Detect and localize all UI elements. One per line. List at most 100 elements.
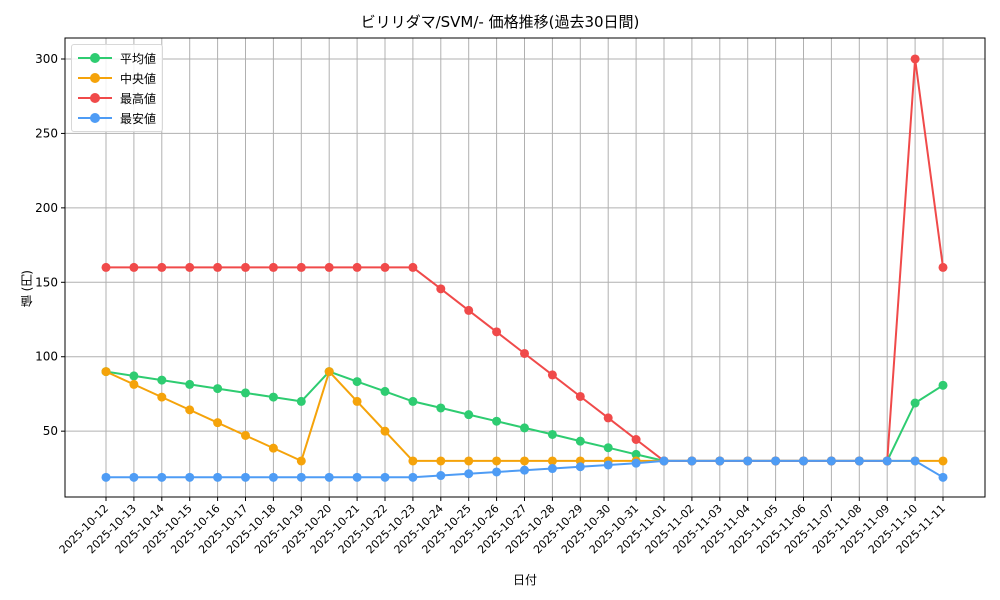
data-point [826,456,836,466]
data-point [910,54,920,64]
data-point [157,472,167,482]
data-point [938,472,948,482]
data-point [547,429,557,439]
data-point [408,472,418,482]
data-point [715,456,725,466]
data-point [910,398,920,408]
data-point [659,456,669,466]
data-point [631,435,641,445]
data-point [129,472,139,482]
data-point [241,472,250,482]
legend-marker-icon [78,88,112,108]
data-point [520,423,529,433]
data-point [296,396,306,406]
data-point [520,465,529,475]
data-point [129,262,139,272]
y-axis-ticks: 50 100 150 200 250 300 [35,52,65,438]
data-point [436,284,446,294]
y-tick-label: 300 [35,52,58,66]
data-point [157,375,167,385]
data-point [603,460,613,470]
data-point [268,392,278,402]
data-point [324,472,334,482]
data-point [129,379,139,389]
data-point [436,471,446,481]
data-point [520,456,529,466]
data-point [938,380,948,390]
legend-item-min: 最安値 [72,108,162,128]
data-point [743,456,753,466]
data-point [492,467,502,477]
data-point [575,391,585,401]
data-point [324,367,334,377]
data-point [547,464,557,474]
data-point [882,456,892,466]
data-point [268,443,278,453]
data-point [492,456,502,466]
data-point [464,305,474,315]
legend-item-mean: 平均値 [72,48,162,68]
data-point [352,472,362,482]
data-point [380,472,390,482]
legend-item-median: 中央値 [72,68,162,88]
y-tick-label: 50 [43,424,58,438]
data-point [687,456,697,466]
data-point [436,403,446,413]
data-point [129,371,139,381]
data-point [436,456,446,466]
data-point [492,416,502,426]
data-point [380,386,390,396]
chart-title: ビリリダマ/SVM/- 価格推移(過去30日間) [360,13,640,31]
y-tick-label: 250 [35,126,58,140]
data-point [268,262,278,272]
legend-marker-icon [78,108,112,128]
data-point [854,456,864,466]
data-point [938,456,948,466]
data-point [575,436,585,446]
data-point [185,262,195,272]
x-axis-ticks: 2025-10-122025-10-132025-10-142025-10-15… [57,497,948,556]
data-point [603,443,613,453]
data-point [101,262,111,272]
data-point [268,472,278,482]
data-point [213,418,223,428]
data-point [241,430,250,440]
data-point [101,472,111,482]
data-point [464,469,474,479]
legend-label: 中央値 [120,71,157,86]
data-point [185,379,195,389]
y-tick-label: 200 [35,201,58,215]
data-point [324,262,334,272]
legend-label: 平均値 [120,51,157,66]
data-point [408,456,418,466]
data-point [464,410,474,420]
data-point [296,472,306,482]
data-point [101,367,111,377]
legend: 平均値 中央値 最高値 最安値 [71,44,163,132]
data-point [408,396,418,406]
data-point [352,396,362,406]
legend-marker-icon [78,68,112,88]
data-point [603,413,613,423]
data-point [241,388,250,398]
data-point [352,262,362,272]
data-point [380,262,390,272]
data-point [380,426,390,436]
data-point [296,262,306,272]
data-point [213,384,223,394]
y-tick-label: 150 [35,275,58,289]
data-point [213,472,223,482]
data-point [492,327,502,337]
legend-item-max: 最高値 [72,88,162,108]
data-point [241,262,250,272]
data-point [213,262,223,272]
data-point [185,405,195,415]
x-axis-label: 日付 [512,573,537,587]
data-point [157,392,167,402]
data-point [408,262,418,272]
data-point [938,262,948,272]
data-point [185,472,195,482]
data-point [296,456,306,466]
